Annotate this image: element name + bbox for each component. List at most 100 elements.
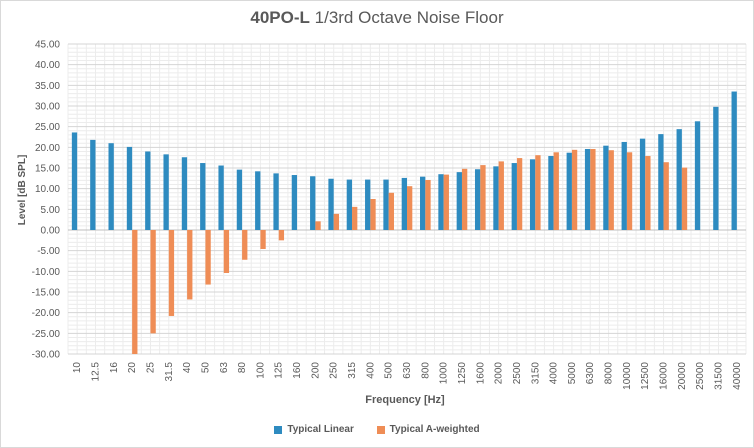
y-axis-title: Level [dB SPL] [17, 155, 28, 226]
bar-a-weighted-8000 [608, 150, 614, 230]
major-gridlines [68, 43, 746, 355]
bar-linear-25000 [694, 121, 701, 230]
bar-a-weighted-2500 [516, 158, 523, 230]
bar-linear-2500 [511, 163, 517, 230]
bar-linear-10000 [621, 141, 627, 230]
x-tick-label: 315 [347, 362, 358, 379]
bar-a-weighted-630 [407, 186, 413, 230]
bar-linear-63 [218, 165, 224, 230]
bar-linear-1250 [456, 172, 462, 230]
legend-label-linear: Typical Linear [287, 424, 354, 435]
y-tick-label: 40.00 [35, 60, 60, 71]
bar-a-weighted-5000 [571, 149, 578, 230]
x-tick-label: 160 [292, 362, 303, 379]
y-tick-label: -30.00 [32, 350, 61, 361]
bar-linear-20000 [676, 129, 682, 230]
bar-a-weighted-31.5 [168, 230, 175, 316]
legend-label-a-weighted: Typical A-weighted [389, 424, 480, 435]
bar-linear-4000 [548, 156, 554, 230]
bar-linear-25 [145, 151, 151, 230]
x-tick-label: 16 [109, 362, 120, 374]
y-tick-labels: 45.00 40.00 35.00 30.00 25.00 20.00 15.00 10.00… [32, 40, 61, 361]
legend-swatch-a-weighted [376, 425, 385, 434]
bar-linear-315 [346, 179, 353, 230]
y-tick-label: -15.00 [32, 288, 61, 299]
bar-a-weighted-500 [388, 192, 394, 230]
bar-a-weighted-800 [425, 179, 431, 230]
bar-a-weighted-100 [260, 230, 266, 250]
x-tick-label: 5000 [567, 362, 578, 385]
y-tick-label: 30.00 [35, 102, 60, 113]
x-tick-label: 12.5 [90, 362, 101, 382]
x-tick-label: 200 [310, 362, 321, 379]
bar-a-weighted-4000 [553, 152, 559, 230]
x-tick-labels: 10 12.5 16 20 25 31.5 40 50 63 80 100 125 160 200 250 3… [72, 362, 743, 390]
bar-linear-630 [401, 177, 407, 230]
y-tick-label: 0.00 [41, 226, 61, 237]
bar-linear-40000 [731, 91, 737, 231]
x-tick-label: 10000 [622, 362, 633, 390]
bar-a-weighted-1600 [480, 165, 486, 230]
bar-a-weighted-400 [370, 199, 376, 230]
bar-linear-20 [126, 146, 133, 230]
x-tick-label: 10 [72, 362, 83, 374]
bar-linear-2000 [493, 166, 499, 230]
bar-linear-125 [273, 173, 279, 230]
x-tick-label: 31500 [714, 362, 725, 390]
bar-a-weighted-315 [352, 206, 358, 230]
bar-linear-8000 [603, 145, 609, 230]
x-tick-label: 80 [237, 362, 248, 374]
x-tick-label: 125 [274, 362, 285, 379]
bar-linear-1600 [474, 169, 481, 230]
x-tick-label: 40000 [732, 362, 743, 390]
y-tick-label: 10.00 [35, 184, 60, 195]
x-tick-label: 4000 [549, 362, 560, 385]
x-tick-label: 25 [145, 362, 156, 374]
x-tick-label: 25000 [695, 362, 706, 390]
legend: Typical Linear Typical A-weighted [0, 424, 754, 435]
bar-linear-31.5 [163, 154, 169, 230]
x-tick-label: 20000 [677, 362, 688, 390]
x-tick-label: 630 [402, 362, 413, 379]
x-tick-label: 6300 [585, 362, 596, 385]
x-tick-label: 63 [219, 362, 230, 374]
x-tick-label: 1250 [457, 362, 468, 385]
bar-a-weighted-40 [187, 230, 193, 300]
bar-a-weighted-20000 [681, 167, 688, 230]
x-tick-label: 100 [255, 362, 266, 379]
x-tick-label: 16000 [659, 362, 670, 390]
bar-linear-800 [420, 176, 426, 230]
y-tick-label: 15.00 [35, 164, 60, 175]
chart-title-rest: 1/3rd Octave Noise Floor [314, 8, 504, 27]
bar-linear-16 [108, 143, 114, 230]
x-tick-label: 500 [384, 362, 395, 379]
bar-linear-6300 [584, 148, 591, 230]
chart-title-bold: 40PO-L [250, 8, 310, 27]
bar-linear-400 [365, 179, 371, 230]
bar-a-weighted-250 [333, 213, 340, 230]
bar-a-weighted-25 [150, 230, 156, 334]
bar-linear-12.5 [90, 139, 96, 230]
y-tick-label: 20.00 [35, 143, 60, 154]
bar-linear-100 [255, 171, 261, 230]
bar-a-weighted-1250 [461, 168, 468, 230]
y-tick-label: -5.00 [37, 246, 60, 257]
y-tick-label: 45.00 [35, 40, 60, 51]
bar-linear-250 [328, 178, 334, 230]
legend-item-linear: Typical Linear [274, 424, 354, 435]
bar-a-weighted-12500 [645, 156, 651, 230]
x-tick-label: 250 [329, 362, 340, 379]
x-tick-label: 800 [420, 362, 431, 379]
bar-a-weighted-125 [278, 230, 285, 241]
x-tick-label: 8000 [604, 362, 615, 385]
legend-swatch-linear [274, 425, 283, 434]
bar-linear-3150 [529, 159, 536, 230]
bar-a-weighted-6300 [590, 148, 596, 230]
y-tick-label: -10.00 [32, 267, 61, 278]
y-tick-label: 5.00 [41, 205, 61, 216]
bar-linear-50 [200, 163, 206, 230]
bar-a-weighted-2000 [498, 161, 504, 230]
bar-a-weighted-200 [315, 221, 321, 230]
x-tick-label: 400 [365, 362, 376, 379]
